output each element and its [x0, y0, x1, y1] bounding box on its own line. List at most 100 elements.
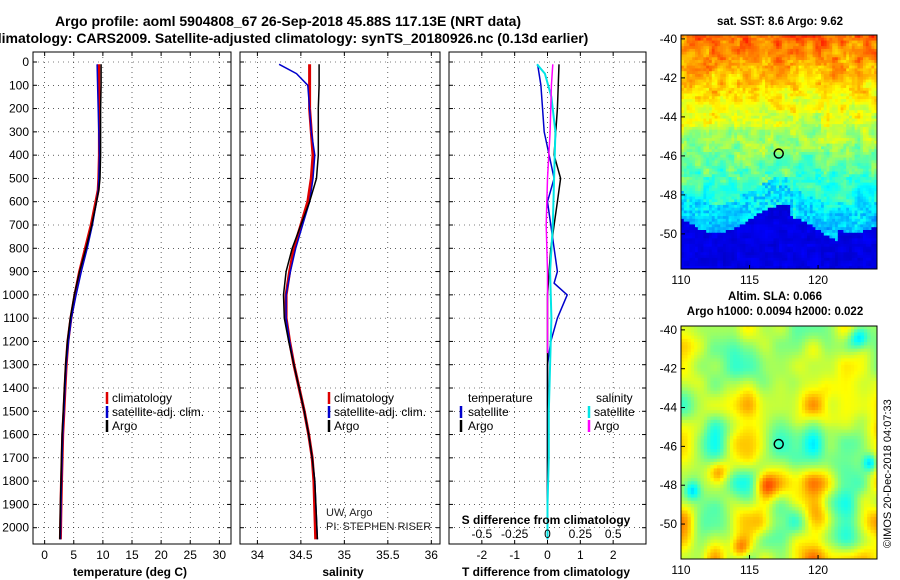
map-cell [759, 149, 763, 153]
map-cell [745, 152, 749, 156]
map-cell [770, 35, 774, 39]
map-cell [770, 182, 774, 187]
map-cell [689, 204, 693, 209]
map-cell [860, 207, 864, 212]
map-cell [829, 74, 833, 78]
map-cell [720, 140, 724, 145]
map-cell [734, 79, 738, 83]
map-cell [703, 177, 707, 181]
map-cell [815, 93, 819, 97]
map-cell [753, 126, 758, 131]
map-cell [784, 82, 788, 86]
map-cell [748, 51, 752, 56]
map-cell [793, 51, 797, 56]
map-cell [812, 79, 816, 83]
map-cell [815, 96, 819, 100]
map-cell [868, 168, 872, 173]
map-cell [804, 168, 808, 173]
map-cell [742, 149, 746, 153]
map-cell [767, 40, 772, 44]
temperature-lines [58, 64, 102, 540]
map-cell [793, 46, 797, 50]
map-cell [801, 202, 805, 206]
map-cell [737, 152, 741, 156]
map-cell [728, 121, 732, 125]
map-cell [720, 152, 724, 156]
map-cell [804, 149, 808, 153]
map-cell [854, 196, 858, 200]
map-cell [790, 152, 794, 156]
map-cell [700, 129, 704, 134]
map-cell [734, 93, 738, 97]
map-cell [681, 62, 685, 67]
map-cell [868, 165, 872, 170]
map-cell [812, 96, 816, 100]
map-cell [815, 179, 819, 184]
map-cell [759, 115, 763, 120]
map-cell [851, 48, 856, 53]
map-cell [784, 135, 788, 139]
map-cell [697, 121, 702, 125]
map-cell [734, 163, 738, 167]
map-cell [793, 171, 797, 175]
map-cell [787, 40, 791, 44]
map-cell [706, 96, 710, 100]
map-cell [753, 40, 758, 44]
map-cell [868, 87, 872, 92]
map-cell [846, 40, 850, 44]
map-cell [812, 68, 816, 72]
map-cell [857, 140, 861, 145]
map-cell [863, 171, 867, 175]
map-cell [681, 101, 685, 106]
map-cell [748, 60, 752, 64]
map-cell [681, 113, 685, 117]
map-cell [787, 110, 791, 114]
map-cell [748, 191, 752, 195]
map-cell [725, 76, 730, 81]
map-cell [793, 213, 797, 217]
map-cell [737, 68, 741, 72]
map-cell [812, 210, 816, 214]
map-cell [784, 71, 788, 75]
depth-tick-label: 300 [9, 125, 29, 139]
map-cell [689, 121, 693, 125]
map-cell [753, 104, 758, 109]
map-cell [773, 101, 777, 106]
map-cell [798, 177, 802, 181]
map-cell [851, 57, 856, 61]
map-cell [843, 179, 847, 184]
map-cell [717, 193, 721, 198]
map-cell [790, 76, 794, 81]
map-cell [700, 54, 704, 58]
map-cell [851, 51, 856, 56]
map-cell [851, 179, 856, 184]
map-cell [854, 124, 858, 128]
map-cell [815, 152, 819, 156]
map-cell [728, 213, 732, 217]
map-cell [812, 124, 816, 128]
map-cell [854, 43, 858, 47]
map-cell [725, 85, 730, 89]
map-cell [818, 207, 822, 212]
map-cell [865, 216, 870, 220]
map-cell [770, 199, 774, 203]
map-cell [851, 193, 856, 198]
map-cell [823, 87, 828, 92]
map-cell [720, 124, 724, 128]
map-cell [837, 193, 842, 198]
map-cell [829, 199, 833, 203]
map-cell [809, 57, 814, 61]
map-cell [695, 65, 699, 70]
map-cell [683, 65, 688, 70]
map-cell [779, 65, 783, 70]
map-cell [798, 99, 802, 103]
map-cell [871, 168, 875, 173]
depth-tick-label: 600 [9, 195, 29, 209]
map-cell [776, 43, 780, 47]
map-cell [865, 62, 870, 67]
map-cell [759, 213, 763, 217]
map-cell [767, 110, 772, 114]
map-cell [795, 132, 800, 136]
map-cell [851, 199, 856, 203]
map-cell [801, 110, 805, 114]
